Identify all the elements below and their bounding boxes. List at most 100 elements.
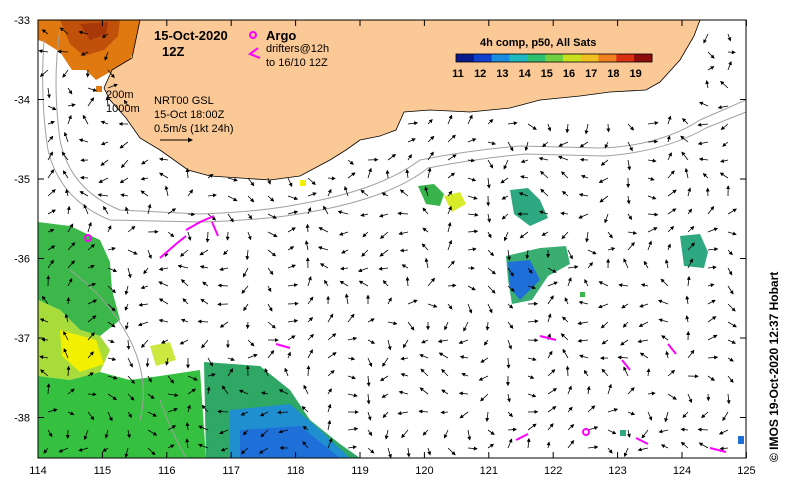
drifter-tracks xyxy=(159,215,727,453)
current-vector xyxy=(727,33,732,42)
current-vector xyxy=(126,429,131,439)
current-vector xyxy=(427,151,434,161)
colorbar-segment xyxy=(473,54,493,62)
current-vector xyxy=(397,211,409,216)
current-vector xyxy=(467,247,477,252)
current-vector xyxy=(447,303,453,310)
current-vector xyxy=(223,249,229,256)
current-vector xyxy=(378,266,389,271)
current-vector xyxy=(82,114,89,125)
current-vector xyxy=(327,188,332,197)
current-vector xyxy=(187,189,194,197)
current-vector xyxy=(507,321,514,329)
current-vector xyxy=(567,439,575,449)
current-vector xyxy=(627,411,636,416)
current-vector xyxy=(685,295,690,305)
current-vector xyxy=(217,283,229,288)
current-vector xyxy=(267,285,272,293)
current-vector xyxy=(707,66,715,71)
current-vector xyxy=(627,241,635,251)
colorbar-tick-label: 19 xyxy=(629,68,641,80)
current-vector xyxy=(547,281,558,287)
current-vector xyxy=(405,276,410,287)
current-vector xyxy=(727,208,737,215)
current-vector xyxy=(447,134,456,143)
current-vector xyxy=(640,283,649,288)
current-vector xyxy=(366,375,371,387)
current-vector xyxy=(467,446,478,451)
current-vector xyxy=(238,389,249,395)
current-vector xyxy=(307,177,316,186)
current-vector xyxy=(83,429,89,441)
current-vector xyxy=(387,321,398,326)
current-vector xyxy=(580,174,589,179)
argo-legend-label: Argo xyxy=(266,28,296,43)
current-vector xyxy=(379,213,389,218)
current-vector xyxy=(727,357,734,362)
argo-float-marker xyxy=(84,234,92,242)
current-vector xyxy=(427,167,432,179)
current-vector xyxy=(67,260,75,269)
current-vector xyxy=(407,154,412,161)
current-vector xyxy=(604,213,609,224)
current-vector xyxy=(347,313,355,323)
current-vector xyxy=(87,332,95,341)
current-vector xyxy=(643,260,649,269)
current-vector xyxy=(47,245,56,251)
current-vector xyxy=(727,303,736,312)
lon-tick-label: 121 xyxy=(480,465,498,477)
current-vector xyxy=(558,141,569,147)
current-vector xyxy=(607,247,616,251)
current-vector xyxy=(307,276,312,287)
current-vector xyxy=(459,411,469,419)
current-vector xyxy=(565,123,570,134)
current-vector xyxy=(185,167,190,179)
current-vector xyxy=(367,339,376,344)
current-vector xyxy=(78,30,89,35)
current-vector xyxy=(719,446,729,451)
current-vector xyxy=(467,229,479,234)
current-vector xyxy=(87,372,94,377)
colorbar-segment xyxy=(491,54,510,62)
current-vector xyxy=(140,176,149,181)
current-vector xyxy=(584,123,589,135)
current-vector xyxy=(107,267,118,273)
current-vector xyxy=(107,375,118,380)
current-vector xyxy=(680,135,689,143)
current-vector xyxy=(47,151,54,161)
current-vector xyxy=(167,393,179,397)
current-vector xyxy=(542,141,549,148)
current-vector xyxy=(547,388,558,395)
current-vector xyxy=(327,313,334,323)
current-vector xyxy=(422,207,429,215)
current-vector xyxy=(287,335,296,341)
current-vector xyxy=(587,426,599,431)
current-vector xyxy=(307,317,314,323)
current-vector xyxy=(697,141,709,146)
current-vector xyxy=(707,316,717,323)
current-vector xyxy=(639,352,649,359)
current-vector xyxy=(147,375,152,383)
current-vector xyxy=(67,242,76,251)
lat-tick-label: -35 xyxy=(14,174,30,186)
current-vector xyxy=(207,173,214,179)
current-vector xyxy=(124,321,129,330)
current-vector xyxy=(199,249,209,256)
current-vector xyxy=(487,267,496,275)
current-vector xyxy=(407,299,418,305)
current-vector xyxy=(719,172,729,179)
current-vector xyxy=(467,429,472,441)
current-vector xyxy=(567,249,573,260)
current-vector xyxy=(179,339,189,345)
current-vector xyxy=(267,349,275,359)
current-vector xyxy=(560,333,569,341)
current-vector xyxy=(385,169,390,179)
current-vector xyxy=(702,173,709,179)
current-vector xyxy=(307,349,313,359)
current-vector xyxy=(107,225,112,233)
current-vector xyxy=(147,447,156,456)
drifter-legend-icon xyxy=(247,47,261,59)
current-vector xyxy=(339,280,349,287)
current-vector xyxy=(260,429,269,438)
current-vector xyxy=(379,231,389,239)
